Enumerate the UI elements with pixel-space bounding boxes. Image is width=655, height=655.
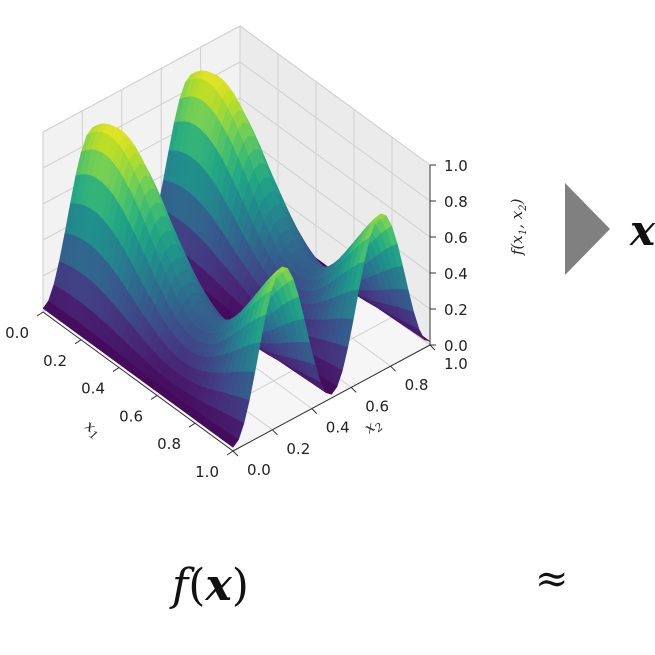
z-tick-label: 0.0 xyxy=(444,337,468,355)
x1-tick-label: 0.0 xyxy=(5,324,29,342)
axes-lines xyxy=(36,164,436,457)
x1-tick-mark xyxy=(36,311,44,317)
x2-axis-label: x2 xyxy=(361,414,386,440)
z-tick-label: 1.0 xyxy=(444,157,468,175)
x1-tick-mark xyxy=(74,339,82,345)
x2-tick-mark xyxy=(429,344,436,351)
x1-axis-label: x1 xyxy=(80,417,105,443)
x1-tick-mark xyxy=(150,394,158,400)
grid-line xyxy=(239,25,431,166)
x2-axis-line xyxy=(232,344,431,452)
arrow-right-icon xyxy=(565,183,610,275)
x1-tick-label: 0.2 xyxy=(43,352,67,370)
grid-line xyxy=(239,61,431,202)
x2-tick-label: 1.0 xyxy=(444,355,468,373)
x1-tick-label: 0.8 xyxy=(157,435,181,453)
partial-x-symbol: x xyxy=(629,206,655,255)
x2-tick-mark xyxy=(232,450,239,457)
z-tick-label: 0.4 xyxy=(444,265,468,283)
z-axis-label: f(x1, x2) xyxy=(508,198,529,256)
surface-patch xyxy=(358,237,371,264)
x2-tick-label: 0.0 xyxy=(247,461,271,479)
x2-tick-label: 0.6 xyxy=(365,397,389,415)
x2-tick-mark xyxy=(272,429,278,436)
formula-f-of-x: f(x) xyxy=(169,560,249,611)
x1-tick-mark xyxy=(112,367,120,373)
approx-symbol: ≈ xyxy=(535,556,569,602)
tick-labels: 0.00.20.40.60.81.0 0.00.20.40.60.81.00.00… xyxy=(5,157,468,481)
surface-mesh xyxy=(42,70,431,448)
x1-tick-mark xyxy=(188,422,196,428)
x2-tick-mark xyxy=(350,387,357,393)
x2-tick-label: 0.4 xyxy=(326,419,350,437)
z-tick-label: 0.6 xyxy=(444,229,468,247)
surface-patch xyxy=(260,290,272,317)
x1-tick-mark xyxy=(226,450,234,456)
grid-line xyxy=(239,97,431,238)
x1-tick-label: 0.6 xyxy=(119,407,143,425)
z-tick-label: 0.2 xyxy=(444,301,468,319)
x1-tick-label: 1.0 xyxy=(195,463,219,481)
surface-patch xyxy=(227,435,239,448)
x2-tick-label: 0.2 xyxy=(286,440,310,458)
z-tick-label: 0.8 xyxy=(444,193,468,211)
x2-tick-label: 0.8 xyxy=(405,376,429,394)
x2-tick-mark xyxy=(390,365,396,372)
x2-tick-mark xyxy=(311,408,318,414)
grid-line xyxy=(42,25,241,133)
x1-tick-label: 0.4 xyxy=(81,380,105,398)
x1-axis-line xyxy=(42,311,234,452)
